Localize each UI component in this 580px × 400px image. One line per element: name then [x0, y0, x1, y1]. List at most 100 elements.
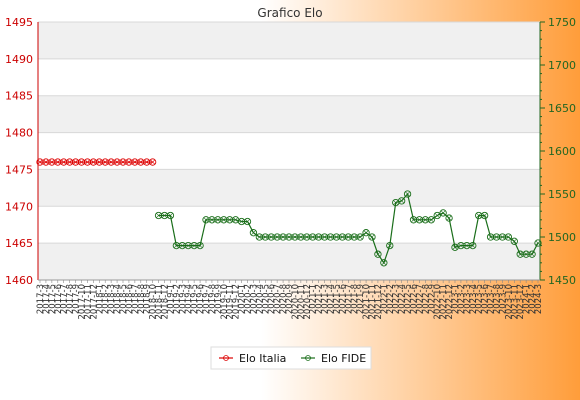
x-tick-label: 2019-4 [184, 284, 194, 314]
data-point-mark [120, 159, 126, 165]
data-point [522, 250, 530, 258]
data-point-mark [381, 260, 387, 266]
y-right-tick-label: 1750 [548, 16, 576, 29]
data-point [214, 216, 222, 224]
data-point [166, 211, 175, 220]
plot-band [38, 243, 540, 280]
data-point [178, 241, 186, 250]
data-point [309, 233, 317, 241]
x-tick-label: 2020-2 [244, 284, 254, 314]
y-left-tick-label: 1475 [5, 163, 33, 176]
data-point [71, 158, 80, 166]
data-point [445, 214, 453, 222]
data-point-mark [304, 234, 310, 240]
data-point [326, 233, 335, 241]
data-point [475, 211, 483, 220]
plot-band [38, 206, 540, 244]
x-tick-label: 2020-8 [279, 284, 289, 314]
y-left-tick-label: 1495 [5, 16, 33, 29]
x-tick-label: 2018-5 [119, 284, 129, 314]
x-tick-label: 2019-9 [214, 284, 224, 314]
data-point [486, 233, 495, 241]
x-tick-label: 2020-3 [249, 284, 259, 314]
x-tick-label: 2022-11 [439, 284, 449, 320]
x-tick-label: 2020-11 [297, 284, 307, 320]
x-tick-label: 2017-3 [36, 284, 46, 314]
x-tick-label: 2023-7 [487, 284, 497, 314]
data-point [303, 233, 311, 241]
data-point [492, 233, 501, 241]
data-point-mark [316, 234, 322, 240]
data-point-mark [452, 244, 458, 250]
data-point-mark [328, 234, 333, 240]
data-point [356, 233, 364, 241]
x-tick-label: 2018-10 [149, 284, 159, 320]
data-point-mark [43, 159, 49, 165]
data-point [338, 233, 347, 241]
plot-band [38, 22, 540, 59]
x-tick-label: 2019-2 [172, 284, 182, 314]
x-tick-label: 2022-2 [386, 284, 396, 314]
data-point-mark [179, 243, 185, 249]
data-point-mark [274, 234, 280, 240]
data-point [397, 197, 406, 205]
data-point-mark [505, 234, 511, 240]
x-tick-label: 2018-11 [155, 284, 165, 320]
data-point-mark [523, 251, 529, 257]
data-point-mark [108, 159, 114, 165]
data-point-mark [476, 213, 482, 218]
data-point-mark [399, 198, 405, 204]
legend-label: Elo FIDE [321, 352, 366, 365]
grid-lines [38, 21, 540, 281]
plot-band [38, 169, 540, 207]
x-tick-label: 2019-1 [166, 284, 176, 314]
data-point [409, 216, 418, 224]
data-point [48, 158, 56, 166]
data-point [255, 233, 264, 241]
data-point [427, 216, 435, 224]
data-point-mark [262, 234, 268, 240]
x-tick-label: 2021-2 [315, 284, 325, 314]
y-left-tick-label: 1480 [5, 127, 33, 140]
y-left-tick-label: 1490 [5, 53, 33, 66]
x-tick-label: 2021-7 [344, 284, 354, 314]
data-point-mark [90, 159, 96, 165]
data-point [350, 233, 358, 241]
data-point [148, 158, 157, 166]
x-tick-label: 2019-7 [202, 284, 212, 314]
data-point-mark [387, 243, 393, 249]
data-point-mark [245, 219, 250, 224]
x-tick-label: 2022-6 [410, 284, 420, 314]
data-point-mark [517, 251, 523, 257]
x-tick-label: 2023-6 [481, 284, 491, 314]
data-point-mark [351, 234, 357, 240]
data-point-mark [126, 159, 132, 165]
data-point-mark [440, 210, 446, 216]
data-point [143, 158, 151, 166]
data-point [534, 239, 542, 247]
x-tick-label: 2019-6 [196, 284, 206, 314]
x-tick-label: 2024-1 [522, 284, 532, 314]
x-tick-label: 2017-8 [66, 284, 76, 314]
data-point-mark [322, 234, 327, 240]
series-elo-italia [36, 158, 157, 166]
data-point-mark [197, 243, 203, 249]
data-point-mark [162, 213, 167, 218]
y-right-tick-label: 1550 [548, 188, 576, 201]
data-point-mark [209, 217, 215, 223]
data-point-mark [233, 217, 239, 223]
data-point-mark [482, 213, 488, 218]
data-point-mark [446, 215, 452, 221]
x-tick-label: 2020-9 [285, 284, 295, 314]
x-tick-label: 2022-10 [433, 284, 443, 320]
data-point-mark [464, 243, 470, 249]
y-right-tick-label: 1600 [548, 145, 576, 158]
legend-label: Elo Italia [239, 352, 286, 365]
x-tick-label: 2020-12 [303, 284, 313, 320]
data-point-mark [511, 238, 517, 244]
x-tick-label: 2022-7 [415, 284, 425, 314]
data-point-mark [428, 217, 434, 223]
data-point-mark [203, 217, 209, 223]
data-point-mark [37, 159, 43, 165]
